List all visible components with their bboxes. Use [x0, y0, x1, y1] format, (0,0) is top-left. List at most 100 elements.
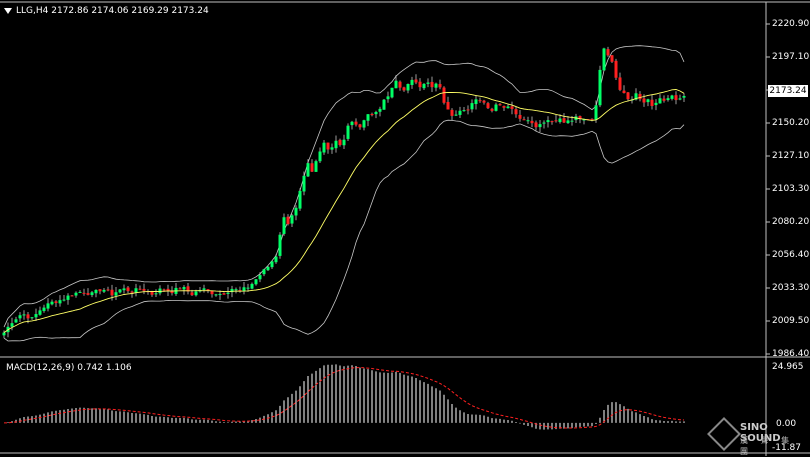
candle — [362, 119, 366, 131]
candle-body — [458, 110, 462, 115]
candle — [2, 330, 6, 339]
candle-body — [674, 95, 678, 101]
candle-body — [614, 60, 618, 78]
candle — [494, 102, 498, 112]
candle-body — [394, 80, 398, 89]
candle-body — [482, 100, 486, 103]
candle-body — [122, 288, 126, 291]
candle — [514, 106, 518, 118]
candle-body — [542, 122, 546, 124]
candle-body — [350, 121, 354, 126]
candle-body — [466, 109, 470, 111]
moving-average-line — [3, 89, 685, 333]
candle-body — [38, 310, 42, 315]
candle — [14, 316, 18, 323]
candle — [114, 287, 118, 301]
candle — [350, 120, 354, 130]
candle — [482, 99, 486, 105]
candle-body — [18, 315, 22, 319]
candle — [158, 285, 162, 296]
candle — [370, 112, 374, 117]
candle-body — [426, 82, 430, 84]
candle-body — [14, 319, 18, 323]
candle — [270, 260, 274, 269]
candle — [422, 83, 426, 90]
chart-title: LLG,H4 2172.86 2174.06 2169.29 2173.24 — [4, 6, 209, 16]
candle — [266, 266, 270, 272]
candle-body — [26, 314, 30, 319]
candle-body — [658, 98, 662, 104]
candle-body — [94, 289, 98, 294]
candle — [638, 91, 642, 102]
candle-body — [538, 124, 542, 128]
candle — [318, 147, 322, 164]
candle-body — [562, 118, 566, 123]
candle-body — [58, 300, 62, 304]
candle — [434, 82, 438, 92]
candle-body — [662, 98, 666, 101]
candle-body — [202, 288, 206, 290]
candle-body — [446, 101, 450, 110]
price-tick: 2220.90 — [772, 19, 810, 29]
candle-body — [290, 215, 294, 224]
candle-body — [170, 290, 174, 294]
candle-body — [430, 81, 434, 88]
candle-body — [10, 323, 14, 327]
candle — [358, 123, 362, 130]
candle — [222, 292, 226, 295]
candle-body — [326, 142, 330, 150]
candle — [410, 76, 414, 89]
candle-body — [494, 104, 498, 111]
candle — [646, 98, 650, 107]
candle-body — [618, 77, 622, 90]
candle-body — [82, 292, 86, 294]
candle-body — [258, 275, 262, 280]
candle-body — [450, 109, 454, 116]
candle-body — [406, 84, 410, 91]
candle-body — [250, 283, 254, 289]
candle — [178, 287, 182, 290]
candle-body — [514, 109, 518, 115]
candle — [86, 288, 90, 296]
candle-body — [138, 288, 142, 290]
candle — [674, 91, 678, 105]
candle-body — [70, 295, 74, 297]
candle — [610, 55, 614, 64]
candle — [522, 116, 526, 121]
candle — [426, 78, 430, 88]
candle-body — [402, 87, 406, 91]
candle — [622, 85, 626, 94]
candle — [506, 103, 510, 109]
candle — [34, 308, 38, 321]
candle — [510, 101, 514, 115]
candle-body — [410, 79, 414, 85]
candle — [82, 288, 86, 296]
candle — [354, 118, 358, 127]
candle — [458, 106, 462, 118]
candle — [658, 94, 662, 104]
candle-body — [382, 99, 386, 110]
candle-body — [422, 83, 426, 89]
candle — [186, 282, 190, 295]
logo-name: SINO SOUND — [740, 422, 781, 444]
dropdown-triangle-icon[interactable] — [4, 7, 12, 14]
candle-body — [338, 139, 342, 146]
candle — [46, 298, 50, 312]
candle-body — [310, 163, 314, 172]
candle-body — [570, 120, 574, 122]
candle-body — [590, 118, 594, 120]
candle — [562, 113, 566, 124]
candle — [174, 283, 178, 296]
candle-body — [22, 314, 26, 316]
candle-body — [646, 99, 650, 103]
candle — [414, 74, 418, 85]
candle — [618, 72, 622, 92]
candle-body — [230, 288, 234, 293]
candle — [226, 287, 230, 299]
candle — [98, 289, 102, 295]
current-price-tag: 2173.24 — [768, 85, 808, 97]
candle-body — [2, 332, 6, 336]
candle-body — [178, 288, 182, 290]
